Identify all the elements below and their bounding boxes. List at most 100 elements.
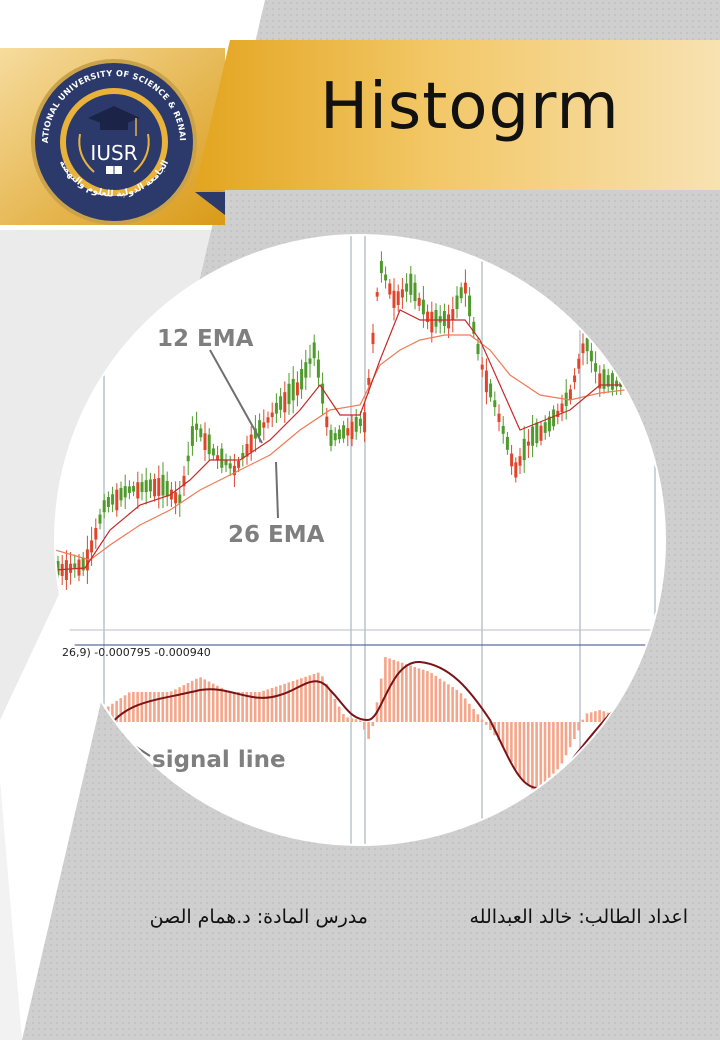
histogram-bar: [325, 683, 328, 722]
histogram-bar: [316, 672, 320, 722]
candle-body: [384, 274, 388, 281]
candlestick-series: [56, 251, 623, 590]
candle-body: [547, 416, 551, 432]
candle-body: [501, 425, 505, 434]
candle-body: [371, 332, 375, 345]
histogram-bar: [400, 662, 404, 722]
histogram-bar: [405, 664, 408, 722]
candle-body: [610, 373, 614, 390]
candle-body: [300, 368, 304, 390]
histogram-bar: [274, 686, 278, 722]
candle-body: [434, 309, 438, 327]
histogram-bar: [182, 685, 186, 722]
candle-body: [132, 486, 136, 492]
candle-body: [94, 527, 98, 540]
histogram-bar: [266, 689, 270, 722]
histogram-bar: [304, 676, 307, 722]
candle-body: [316, 359, 320, 378]
histogram-bar: [136, 692, 139, 722]
histogram-bar: [211, 683, 215, 722]
histogram-bar: [270, 688, 274, 722]
histogram-bar: [342, 714, 345, 722]
candle-body: [220, 448, 224, 468]
university-logo: INTERNATIONAL UNIVERSITY OF SCIENCE & RE…: [28, 56, 197, 225]
histogram-bar: [510, 722, 513, 762]
candle-body: [287, 383, 291, 405]
candle-body: [396, 291, 400, 305]
candle-body: [77, 559, 81, 576]
histogram-bar: [300, 678, 303, 722]
candle-body: [489, 383, 493, 398]
histogram-bar: [560, 722, 564, 764]
candle-body: [216, 455, 220, 460]
histogram-bar: [115, 700, 118, 722]
candle-body: [568, 389, 572, 400]
ema12-label: 12 EMA: [157, 326, 254, 352]
histogram-bar: [585, 713, 589, 722]
candle-body: [363, 412, 367, 433]
candle-body: [161, 474, 165, 496]
candle-body: [106, 496, 110, 507]
histogram-bar: [426, 671, 429, 722]
candle-body: [237, 460, 241, 468]
candle-body: [573, 375, 577, 383]
candle-body: [312, 342, 316, 359]
histogram-bar: [447, 684, 450, 722]
candle-body: [274, 402, 278, 414]
candle-body: [438, 316, 442, 323]
histogram-bar: [127, 692, 131, 722]
candle-body: [165, 481, 169, 497]
histogram-bar: [123, 695, 127, 722]
histogram-bar: [564, 722, 568, 756]
candle-body: [526, 441, 530, 446]
candle-body: [430, 311, 434, 333]
candle-body: [90, 540, 94, 553]
histogram-bar: [165, 692, 169, 722]
histogram-bar: [333, 699, 337, 722]
candle-body: [484, 370, 488, 393]
histogram-bar: [140, 692, 144, 722]
histogram-bar: [484, 722, 488, 725]
candle-body: [333, 433, 337, 441]
ema12-pointer: [209, 349, 263, 444]
histogram-bar: [174, 689, 177, 722]
logo-acronym: IUSR: [90, 141, 137, 165]
histogram-bar: [279, 685, 282, 722]
histogram-bar: [367, 722, 370, 739]
page-title: Histogrm: [320, 70, 620, 144]
candle-body: [153, 478, 157, 497]
histogram-bar: [392, 659, 396, 722]
candle-body: [283, 392, 287, 413]
histogram-bar: [514, 722, 517, 770]
histogram-bar: [245, 692, 249, 722]
histogram-bar: [178, 687, 181, 722]
candle-body: [505, 436, 509, 450]
candle-body: [413, 282, 417, 302]
histogram-bar: [501, 722, 505, 748]
candle-body: [589, 350, 593, 362]
candle-body: [535, 422, 539, 444]
histogram-bar: [312, 674, 316, 722]
candle-body: [304, 362, 308, 378]
candle-body: [329, 429, 333, 446]
candle-body: [190, 426, 194, 446]
histogram-bar: [148, 692, 152, 722]
macd-parameters-label: 26,9) -0.000795 -0.000940: [62, 646, 211, 659]
histogram-bar: [568, 722, 572, 748]
candle-body: [585, 337, 589, 352]
candle-body: [115, 489, 119, 511]
histogram-bar: [153, 692, 156, 722]
histogram-bar: [547, 722, 551, 778]
histogram-bar: [295, 679, 299, 722]
candle-body: [253, 428, 257, 439]
histogram-bar: [308, 675, 312, 722]
candle-body: [392, 290, 396, 308]
histogram-bar: [472, 709, 475, 722]
histogram-bar: [144, 692, 148, 722]
histogram-bar: [556, 722, 559, 770]
histogram-bar: [442, 681, 446, 722]
histogram-bar: [489, 722, 492, 730]
candle-body: [199, 428, 203, 438]
candle-body: [85, 549, 89, 571]
